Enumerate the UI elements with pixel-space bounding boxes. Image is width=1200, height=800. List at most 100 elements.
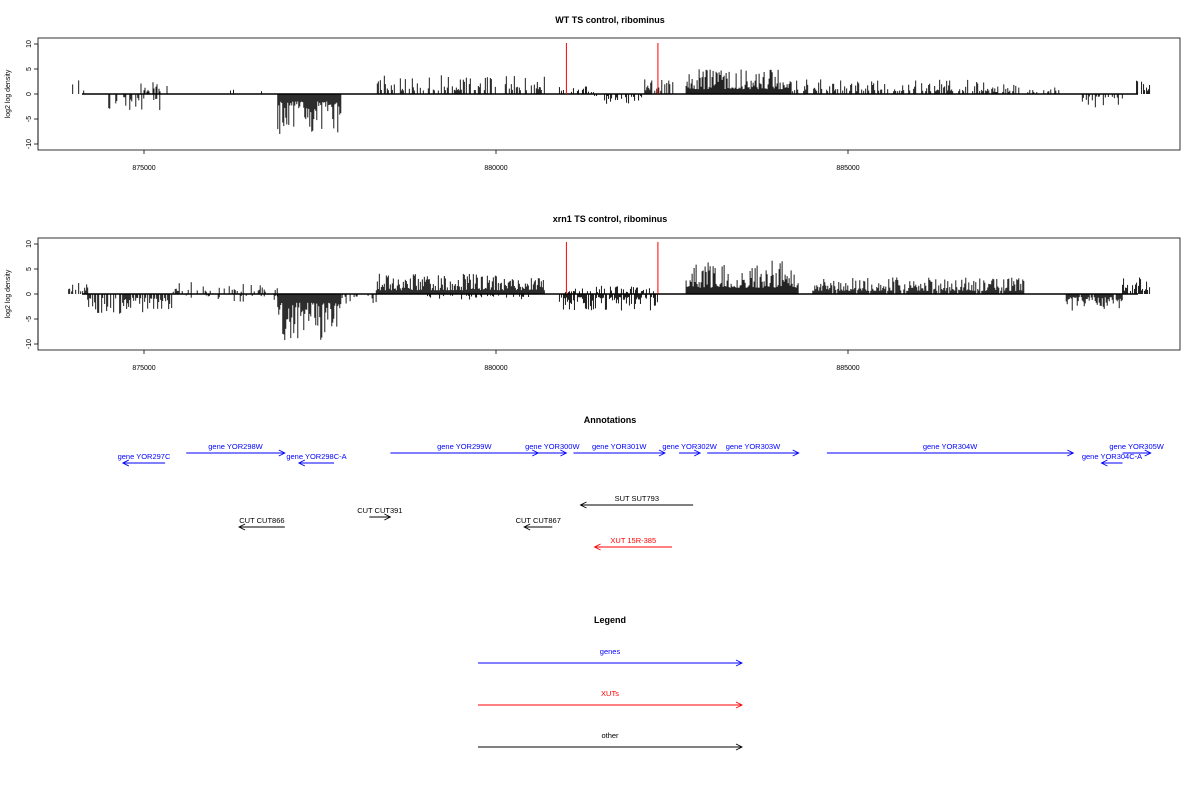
x-tick-wt-0: 875000 [132,150,156,172]
x-tick-label-wt-1: 880000 [484,165,507,172]
legend-panel: Legend genes XUTs other [478,615,744,751]
annotation-arrow [238,523,285,531]
annotation-label: gene YOR305W [1109,442,1164,451]
position-markers-wt [565,43,659,94]
annotation-label: gene YOR299W [437,442,492,451]
legend-entry: genes [478,647,744,667]
density-bars-wt [72,69,1151,134]
annotation-arrow [1100,459,1123,467]
y-tick-xrn1-1: 5 [26,267,38,271]
annotation-arrow [538,449,568,457]
annotation-arrow [826,449,1075,457]
y-tick-wt-1: 5 [26,67,38,71]
annotation-label: CUT CUT867 [516,516,561,525]
legend-entry: other [478,731,744,751]
annotation-arrow [573,449,666,457]
legend-title: Legend [594,615,626,625]
y-tick-xrn1-4: -10 [26,339,38,349]
y-tick-wt-2: 0 [26,92,38,96]
annotation-arrow [679,449,702,457]
y-axis-label-wt: log2 log density [5,69,12,118]
annotation-arrow [121,459,166,467]
annotation-arrow [186,449,286,457]
panel-xrn1: xrn1 TS control, ribominus log2 log dens… [5,214,1181,372]
y-tick-xrn1-2: 0 [26,292,38,296]
annotation-feature: gene YOR305W [1109,442,1165,457]
legend-entries: genes XUTs other [478,647,744,751]
y-tick-label-wt-2: 0 [26,92,33,96]
annotation-arrow [369,513,392,521]
panel-wt: WT TS control, ribominus log2 log densit… [5,15,1181,172]
annotation-feature: CUT CUT867 [516,516,561,531]
legend-label: other [601,731,619,740]
x-tick-xrn1-2: 885000 [836,350,860,372]
annotation-feature: gene YOR297C [118,452,171,467]
annotation-features: gene YOR297C gene YOR298W gene YOR298C-A ge… [118,442,1165,551]
y-tick-label-xrn1-1: 5 [26,267,33,271]
annotation-label: SUT SUT793 [615,494,659,503]
annotation-label: gene YOR304W [923,442,978,451]
annotation-feature: gene YOR303W [707,442,800,457]
annotation-label: XUT 15R-385 [610,536,656,545]
x-tick-wt-2: 885000 [836,150,860,172]
legend-arrow [478,659,744,667]
panel-title-xrn1: xrn1 TS control, ribominus [553,214,668,224]
annotation-label: gene YOR303W [726,442,781,451]
panel-title-wt: WT TS control, ribominus [555,15,665,25]
y-tick-label-wt-0: 10 [26,40,33,48]
annotation-label: gene YOR298W [208,442,263,451]
x-tick-label-xrn1-1: 880000 [484,365,507,372]
annotation-label: gene YOR301W [592,442,647,451]
annotation-arrow [707,449,800,457]
y-tick-label-wt-3: -5 [26,116,33,122]
annotation-label: CUT CUT866 [239,516,284,525]
y-tick-xrn1-3: -5 [26,316,38,322]
annotation-arrow [297,459,335,467]
annotation-feature: gene YOR300W [525,442,580,457]
x-tick-wt-1: 880000 [484,150,508,172]
annotation-feature: XUT 15R-385 [593,536,672,551]
annotation-feature: SUT SUT793 [579,494,694,509]
y-tick-label-wt-4: -10 [26,139,33,149]
annotation-arrow [1122,449,1152,457]
y-tick-xrn1-0: 10 [26,240,38,248]
y-axis-label-xrn1: log2 log density [5,269,12,318]
density-bars-xrn1 [68,260,1151,341]
y-tick-label-xrn1-0: 10 [26,240,33,248]
annotation-label: gene YOR297C [118,452,171,461]
legend-entry: XUTs [478,689,744,709]
y-tick-label-xrn1-2: 0 [26,292,33,296]
x-tick-label-xrn1-0: 875000 [132,365,155,372]
annotations-title: Annotations [584,415,637,425]
annotation-feature: gene YOR301W [573,442,666,457]
annotation-label: gene YOR302W [662,442,717,451]
legend-arrow [478,701,744,709]
annotation-arrow [593,543,672,551]
annotation-label: gene YOR304C-A [1082,452,1142,461]
legend-label: XUTs [601,689,619,698]
y-axis-wt: 10 5 0 -5 -10 [26,40,39,149]
annotation-feature: gene YOR299W [390,442,540,457]
annotation-feature: gene YOR302W [662,442,718,457]
annotation-arrow [523,523,553,531]
annotation-label: gene YOR300W [525,442,580,451]
annotation-arrow [579,501,694,509]
x-tick-xrn1-1: 880000 [484,350,508,372]
annotation-label: gene YOR298C-A [286,452,346,461]
y-tick-label-wt-1: 5 [26,67,33,71]
legend-arrow [478,743,744,751]
y-tick-wt-3: -5 [26,116,38,122]
annotation-feature: CUT CUT866 [238,516,285,531]
x-tick-label-wt-2: 885000 [836,165,859,172]
annotation-feature: gene YOR298C-A [286,452,347,467]
x-axis-xrn1: 875000 880000 885000 [132,350,860,372]
y-tick-label-xrn1-4: -10 [26,339,33,349]
annotation-feature: gene YOR304W [826,442,1075,457]
x-tick-xrn1-0: 875000 [132,350,156,372]
annotation-feature: gene YOR304C-A [1082,452,1142,467]
annotation-feature: CUT CUT391 [357,506,402,521]
y-axis-xrn1: 10 5 0 -5 -10 [26,240,39,349]
y-tick-wt-0: 10 [26,40,38,48]
